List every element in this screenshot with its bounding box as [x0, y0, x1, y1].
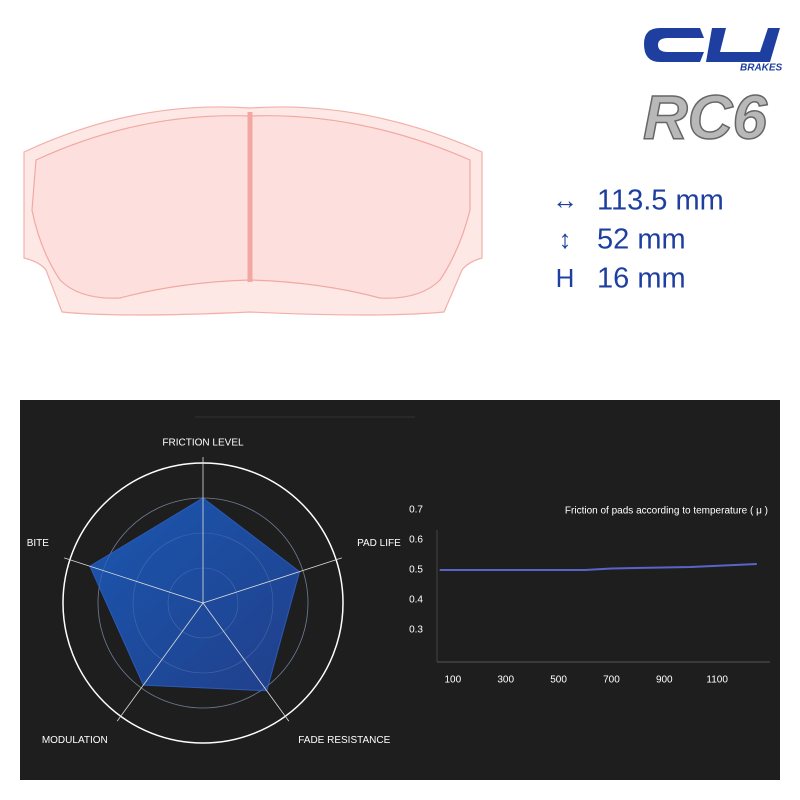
charts: FRICTION LEVEL PAD LIFE FADE RESISTANCE MOD…: [27, 438, 770, 746]
model-name: RC6: [643, 83, 768, 152]
radar-label: BITE: [27, 538, 50, 549]
x-tick-label: 500: [550, 675, 567, 686]
y-tick-label: 0.3: [409, 625, 423, 636]
radar-label: MODULATION: [42, 735, 108, 746]
dimension-symbol: ↔: [552, 185, 578, 215]
dimension-value: 16 mm: [597, 263, 686, 295]
radar-label: FRICTION LEVEL: [162, 438, 244, 449]
radar-axis: [202, 602, 290, 722]
line-series: [439, 563, 757, 571]
x-tick-label: 900: [656, 675, 673, 686]
x-tick-label: 1100: [706, 675, 728, 686]
y-tick-label: 0.4: [409, 595, 423, 606]
radar-area: [89, 497, 301, 692]
dimension-value: 113.5 mm: [597, 185, 724, 217]
dimension-symbol: H: [556, 263, 575, 293]
chart-title: Friction of pads according to temperatur…: [565, 506, 768, 517]
radar-axis: [116, 602, 204, 722]
y-tick-label: 0.7: [409, 505, 423, 516]
dimension-value: 52 mm: [597, 224, 686, 256]
radar-label: PAD LIFE: [357, 538, 401, 549]
dimension-symbol: ↕: [559, 224, 572, 254]
dimensions: ↔ 113.5 mm ↕ 52 mm H 16 mm: [552, 185, 724, 295]
y-tick-label: 0.6: [409, 535, 423, 546]
logo-text: BRAKES: [740, 63, 783, 74]
x-tick-label: 700: [603, 675, 620, 686]
radar-axis: [202, 557, 342, 604]
radar-label: FADE RESISTANCE: [298, 735, 390, 746]
x-tick-label: 300: [497, 675, 514, 686]
y-tick-label: 0.5: [409, 565, 423, 576]
radar-axis: [64, 557, 204, 604]
logo-mark: [644, 28, 780, 62]
x-tick-label: 100: [445, 675, 462, 686]
